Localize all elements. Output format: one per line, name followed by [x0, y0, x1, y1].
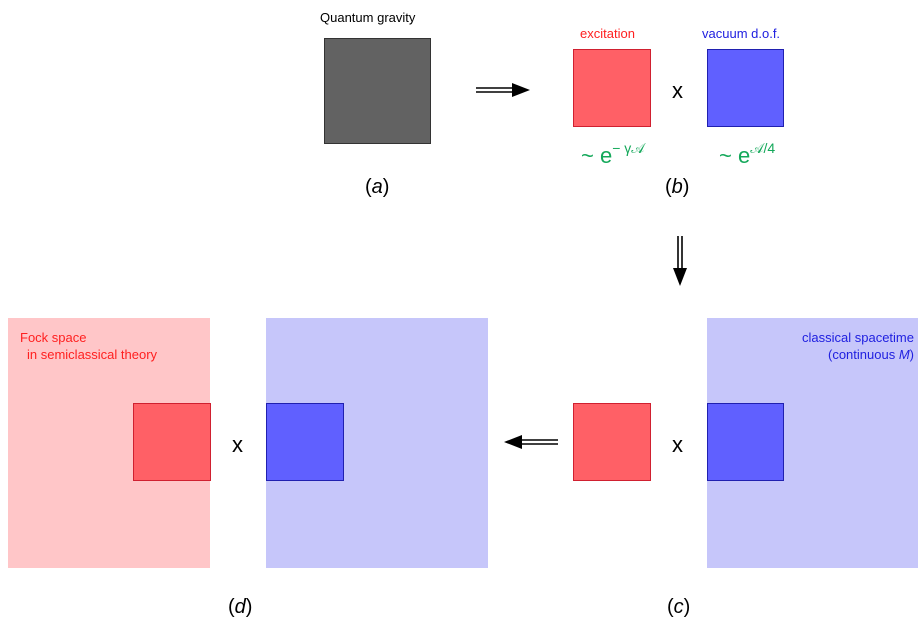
- vacuum-square-c: [707, 403, 784, 481]
- arrow-b-to-c: [673, 236, 687, 286]
- excitation-square: [573, 49, 651, 127]
- fock-space-label-line1: Fock space: [20, 330, 87, 345]
- classical-spacetime-label-line1: classical spacetime: [802, 330, 914, 345]
- excitation-square-d: [133, 403, 211, 481]
- classical-spacetime-label-line2: (continuous M): [827, 347, 914, 362]
- arrow-c-to-d: [504, 435, 558, 449]
- excitation-label: excitation: [580, 26, 635, 41]
- panel-label-d: (d): [228, 596, 253, 618]
- vacuum-square-d: [266, 403, 344, 481]
- panel-label-c: (c): [667, 596, 691, 618]
- vacuum-formula: ~ e𝒜/4: [719, 140, 776, 168]
- quantum-gravity-square: [324, 38, 431, 144]
- vacuum-dof-label: vacuum d.o.f.: [702, 26, 781, 41]
- vacuum-square: [707, 49, 784, 127]
- arrow-a-to-b: [476, 83, 530, 97]
- fock-space-label-line2: in semiclassical theory: [27, 347, 158, 362]
- excitation-square-c: [573, 403, 651, 481]
- excitation-formula: ~ e− γ𝒜: [581, 140, 645, 168]
- times-symbol-d: x: [232, 432, 243, 457]
- panel-label-a: (a): [365, 176, 390, 198]
- times-symbol-c: x: [672, 432, 683, 457]
- panel-label-b: (b): [665, 176, 690, 198]
- quantum-gravity-title: Quantum gravity: [320, 10, 416, 25]
- times-symbol-b: x: [672, 78, 683, 103]
